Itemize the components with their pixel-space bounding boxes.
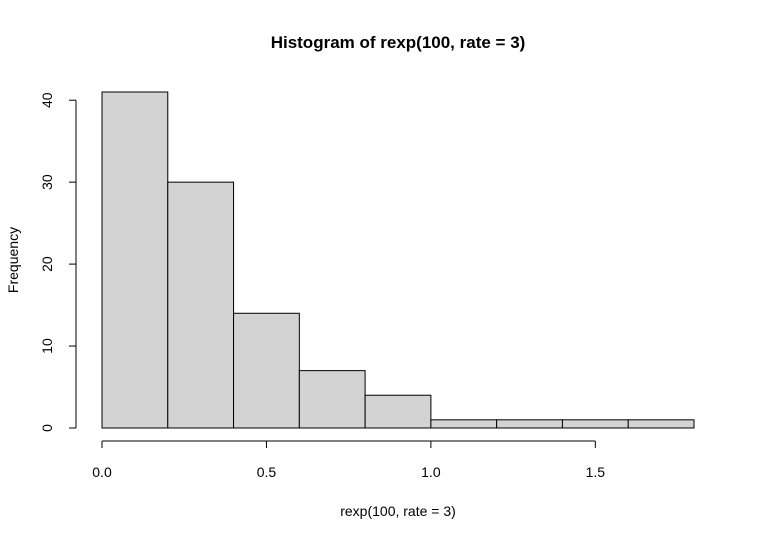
histogram-bar xyxy=(101,91,169,429)
histogram-bar xyxy=(298,370,366,429)
histogram-bar xyxy=(627,419,695,429)
histogram-bar xyxy=(167,181,235,429)
x-axis-label: rexp(100, rate = 3) xyxy=(340,503,456,519)
histogram-bar xyxy=(233,312,300,429)
chart-title: Histogram of rexp(100, rate = 3) xyxy=(271,33,526,52)
x-tick-label: 1.0 xyxy=(421,464,441,480)
y-tick-label: 20 xyxy=(39,256,55,272)
x-tick-label: 1.5 xyxy=(586,464,606,480)
y-tick-label: 30 xyxy=(39,174,55,190)
y-axis: 0 10 20 30 40 xyxy=(39,92,77,432)
y-tick-label: 0 xyxy=(39,424,55,432)
histogram-bar xyxy=(430,419,498,429)
x-tick-label: 0.5 xyxy=(257,464,277,480)
histogram-bar xyxy=(364,394,432,429)
bars-group xyxy=(101,91,695,429)
y-axis-label: Frequency xyxy=(5,227,21,293)
y-tick-label: 10 xyxy=(39,338,55,354)
histogram-bar xyxy=(561,419,629,429)
histogram-bar xyxy=(496,419,563,429)
x-axis: 0.0 0.5 1.0 1.5 xyxy=(92,440,606,480)
x-tick-label: 0.0 xyxy=(92,464,112,480)
y-tick-label: 40 xyxy=(39,92,55,108)
